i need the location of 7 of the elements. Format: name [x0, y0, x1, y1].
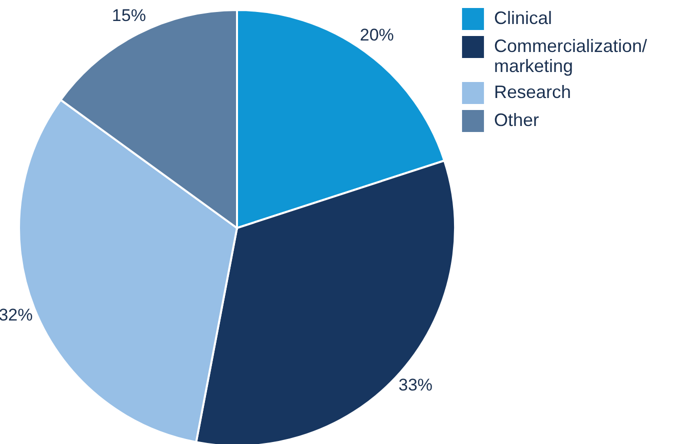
legend-label: Research [494, 82, 572, 102]
data-label: 20% [360, 25, 394, 44]
legend-label: Clinical [494, 8, 552, 28]
data-label: 15% [112, 6, 146, 25]
legend-label: Other [494, 110, 540, 130]
legend-label: Commercialization/marketing [494, 36, 648, 76]
data-label: 33% [398, 375, 433, 394]
